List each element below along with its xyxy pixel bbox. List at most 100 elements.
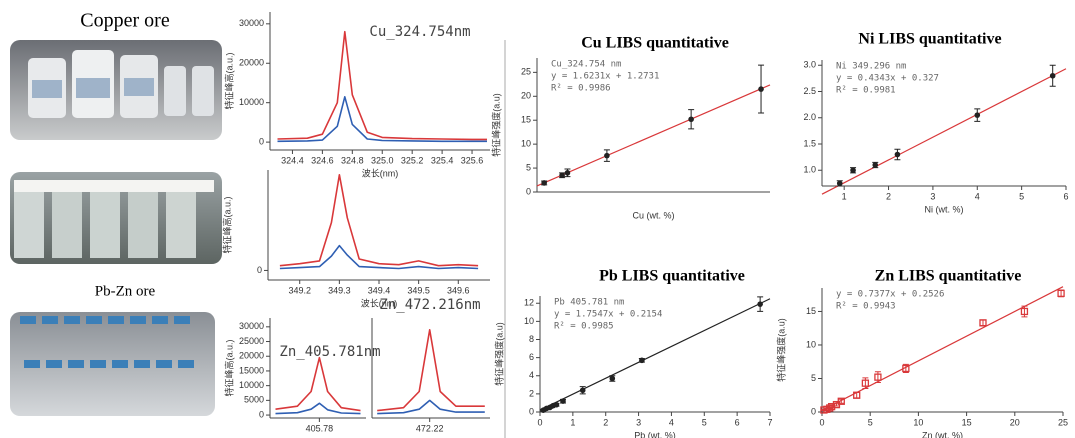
- x-tick-label: 5: [702, 417, 707, 427]
- y-axis-label: 特征峰高(a.u.): [223, 339, 234, 396]
- spectrum-line: [277, 30, 487, 141]
- y-tick-label: 30000: [239, 321, 264, 331]
- photo-tubes: [10, 312, 215, 416]
- point: [564, 170, 571, 176]
- x-tick-label: 3: [636, 417, 641, 427]
- y-axis-label: 特征峰高(a.u.): [221, 196, 232, 253]
- x-tick-label: 1: [570, 417, 575, 427]
- x-tick-label: 324.6: [311, 155, 334, 165]
- point: [902, 364, 910, 373]
- x-axis-label: Ni (wt. %): [925, 204, 964, 214]
- fit-line: [821, 68, 1067, 195]
- point: [609, 375, 616, 382]
- fit-line: [539, 298, 771, 411]
- point: [853, 391, 861, 399]
- point: [1057, 289, 1065, 298]
- x-axis-label: Zn (wt. %): [922, 430, 963, 438]
- chart-title: Cu_324.754nm: [369, 24, 470, 40]
- annotation: Pb 405.781 nm: [554, 298, 624, 308]
- point: [553, 401, 560, 408]
- x-tick-label: 5: [1019, 191, 1024, 201]
- chart-title: Zn LIBS quantitative: [875, 268, 1022, 285]
- annotation: R² = 0.9985: [554, 322, 614, 332]
- y-tick-label: 1.0: [803, 165, 816, 175]
- x-tick-label: 0: [819, 417, 824, 427]
- y-tick-label: 10: [524, 316, 534, 326]
- x-tick-label: 25: [1058, 417, 1068, 427]
- y-tick-label: 0: [529, 406, 534, 416]
- spectrum-line: [377, 329, 485, 412]
- x-tick-label: 324.8: [341, 155, 364, 165]
- x-axis-label: Cu (wt. %): [632, 210, 674, 220]
- annotation: R² = 0.9986: [551, 84, 611, 94]
- point: [758, 86, 764, 92]
- annotation: R² = 0.9943: [836, 302, 896, 312]
- x-tick-label: 472.22: [416, 423, 444, 433]
- chart-title: Pb LIBS quantitative: [599, 268, 745, 285]
- x-tick-label: 7: [767, 417, 772, 427]
- x-tick-label: 325.0: [371, 155, 394, 165]
- point: [559, 172, 565, 179]
- y-tick-label: 10000: [239, 97, 264, 107]
- photo-copper: [10, 40, 222, 140]
- y-tick-label: 4: [529, 370, 534, 380]
- x-tick-label: 325.2: [401, 155, 424, 165]
- x-tick-label: 324.4: [281, 155, 304, 165]
- x-axis-label: Pb (wt. %): [634, 430, 676, 438]
- x-tick-label: 405.78: [306, 423, 334, 433]
- point: [604, 152, 610, 159]
- y-tick-label: 0: [259, 409, 264, 419]
- point: [872, 162, 879, 168]
- error-bar: [838, 398, 845, 404]
- y-tick-label: 6: [529, 352, 534, 362]
- y-tick-label: 12: [524, 298, 534, 308]
- annotation: y = 1.6231x + 1.2731: [551, 72, 659, 82]
- error-bar: [1058, 289, 1065, 298]
- y-axis-label: 特征峰高(a.u.): [223, 52, 234, 109]
- point: [827, 402, 836, 411]
- point: [861, 379, 870, 387]
- x-tick-label: 6: [1063, 191, 1068, 201]
- spectrum-line: [279, 174, 479, 267]
- y-tick-label: 3.0: [803, 60, 816, 70]
- point: [579, 387, 586, 394]
- point: [560, 398, 566, 404]
- fit-line: [821, 286, 1064, 411]
- y-tick-label: 8: [529, 334, 534, 344]
- y-tick-label: 20: [521, 91, 531, 101]
- point: [874, 373, 882, 381]
- point: [541, 180, 547, 186]
- y-tick-label: 1.5: [803, 138, 816, 148]
- spectrum-line: [275, 356, 361, 412]
- spectrum-line: [275, 402, 361, 415]
- y-tick-label: 0: [526, 186, 531, 196]
- x-tick-label: 5: [868, 417, 873, 427]
- chart-title: Ni LIBS quantitative: [858, 31, 1001, 48]
- spectrum-line: [277, 96, 487, 143]
- y-tick-label: 15: [521, 115, 531, 125]
- x-tick-label: 325.4: [431, 155, 454, 165]
- chart-title: Zn_472.216nm: [379, 297, 480, 313]
- x-tick-label: 10: [913, 417, 923, 427]
- x-tick-label: 20: [1010, 417, 1020, 427]
- y-tick-label: 5: [811, 373, 816, 383]
- x-tick-label: 6: [735, 417, 740, 427]
- point: [850, 167, 856, 174]
- spectrum-line: [279, 244, 479, 270]
- error-bar: [979, 319, 986, 327]
- y-axis-label: 特征峰强度(a.u): [493, 322, 504, 386]
- y-tick-label: 2.0: [803, 112, 816, 122]
- x-tick-label: 0: [537, 417, 542, 427]
- point: [639, 357, 645, 364]
- annotation: y = 0.7377x + 0.2526: [836, 290, 944, 300]
- x-tick-label: 1: [842, 191, 847, 201]
- point: [1049, 72, 1056, 79]
- y-tick-label: 2: [529, 388, 534, 398]
- y-tick-label: 15: [806, 306, 816, 316]
- x-tick-label: 3: [930, 191, 935, 201]
- y-tick-label: 5: [526, 162, 531, 172]
- y-tick-label: 20000: [239, 58, 264, 68]
- y-tick-label: 0: [259, 136, 264, 146]
- x-axis-label: 波长(nm): [362, 167, 399, 178]
